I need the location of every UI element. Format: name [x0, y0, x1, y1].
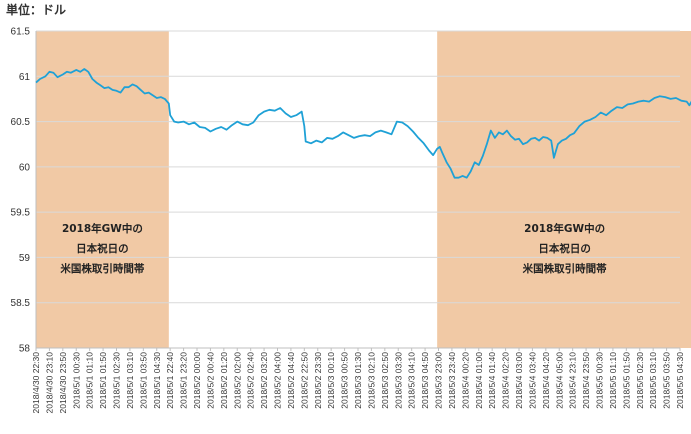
shaded-bands	[36, 31, 691, 348]
x-tick-label: 2018/5/1 04:30	[152, 352, 162, 409]
x-tick-label: 2018/5/3 04:50	[420, 352, 430, 409]
band-annotation-line: 日本祝日の	[538, 242, 591, 255]
x-tick-label: 2018/5/1 23:20	[179, 352, 189, 409]
x-tick-label: 2018/5/5 01:50	[621, 352, 631, 409]
x-tick-label: 2018/5/3 02:10	[366, 352, 376, 409]
x-tick-label: 2018/5/1 00:30	[71, 352, 81, 409]
x-tick-label: 2018/5/2 01:20	[219, 352, 229, 409]
x-tick-label: 2018/4/30 22:30	[31, 352, 41, 414]
x-tick-label: 2018/5/3 00:10	[326, 352, 336, 409]
y-tick-label: 59.5	[11, 208, 31, 219]
x-tick-label: 2018/5/1 03:50	[138, 352, 148, 409]
x-tick-label: 2018/5/3 23:40	[447, 352, 457, 409]
x-tick-label: 2018/5/1 22:40	[165, 352, 175, 409]
y-tick-label: 58	[19, 344, 31, 355]
band-annotation-line: 米国株取引時間帯	[522, 262, 607, 275]
x-tick-label: 2018/5/4 23:50	[581, 352, 591, 409]
x-tick-label: 2018/5/4 00:20	[460, 352, 470, 409]
x-tick-label: 2018/5/3 03:30	[393, 352, 403, 409]
series	[35, 68, 691, 179]
x-tick-label: 2018/5/3 00:50	[340, 352, 350, 409]
band-annotation-line: 日本祝日の	[76, 242, 129, 255]
y-tick-label: 61.5	[11, 27, 31, 38]
x-tick-label: 2018/5/4 04:20	[541, 352, 551, 409]
x-tick-label: 2018/5/4 03:00	[514, 352, 524, 409]
y-axis-ticks: 58 58.5 59 59.5 60 60.5 61 61.5	[11, 27, 31, 355]
x-tick-label: 2018/5/2 03:20	[259, 352, 269, 409]
x-tick-label: 2018/5/2 04:00	[273, 352, 283, 409]
x-tick-label: 2018/5/1 03:10	[125, 352, 135, 409]
x-tick-label: 2018/5/4 01:00	[474, 352, 484, 409]
y-tick-label: 59	[19, 253, 31, 264]
y-tick-label: 60	[19, 162, 31, 173]
axes	[35, 31, 681, 351]
x-tick-label: 2018/5/2 23:30	[313, 352, 323, 409]
x-tick-label: 2018/5/1 02:30	[112, 352, 122, 409]
shaded-band-1	[437, 31, 691, 348]
x-tick-label: 2018/5/2 02:00	[232, 352, 242, 409]
x-tick-label: 2018/5/2 04:40	[286, 352, 296, 409]
x-tick-label: 2018/4/30 23:10	[44, 352, 54, 414]
y-tick-label: 61	[19, 72, 31, 83]
y-tick-label: 60.5	[11, 117, 31, 128]
x-tick-label: 2018/5/5 03:50	[662, 352, 672, 409]
band-annotation-line: 2018年GW中の	[524, 222, 605, 235]
x-tick-label: 2018/5/2 02:40	[246, 352, 256, 409]
x-tick-label: 2018/4/30 23:50	[58, 352, 68, 414]
x-tick-label: 2018/5/5 00:30	[595, 352, 605, 409]
x-tick-label: 2018/5/3 01:30	[353, 352, 363, 409]
shaded-band-0	[36, 31, 169, 348]
x-tick-label: 2018/5/4 01:40	[487, 352, 497, 409]
x-tick-label: 2018/5/3 23:00	[434, 352, 444, 409]
x-tick-label: 2018/5/3 02:50	[380, 352, 390, 409]
x-tick-label: 2018/5/3 04:10	[407, 352, 417, 409]
band-annotation-line: 2018年GW中の	[62, 222, 143, 235]
x-tick-label: 2018/5/5 04:30	[675, 352, 685, 409]
x-axis-ticks: 2018/4/30 22:30 2018/4/30 23:10 2018/4/30 …	[31, 352, 685, 414]
series-line-0	[35, 68, 691, 179]
annotations: 2018年GW中の日本祝日の米国株取引時間帯2018年GW中の日本祝日の米国株取…	[59, 222, 607, 275]
x-tick-label: 2018/5/4 03:40	[527, 352, 537, 409]
x-tick-label: 2018/5/2 00:40	[205, 352, 215, 409]
x-tick-label: 2018/5/4 02:20	[501, 352, 511, 409]
y-tick-label: 58.5	[11, 298, 31, 309]
x-tick-label: 2018/5/4 23:10	[568, 352, 578, 409]
x-tick-label: 2018/5/5 01:10	[608, 352, 618, 409]
x-tick-label: 2018/5/4 05:00	[554, 352, 564, 409]
x-tick-label: 2018/5/1 01:50	[98, 352, 108, 409]
x-tick-label: 2018/5/2 00:00	[192, 352, 202, 409]
band-annotation-line: 米国株取引時間帯	[59, 262, 144, 275]
x-tick-label: 2018/5/2 22:50	[299, 352, 309, 409]
x-tick-label: 2018/5/5 02:30	[635, 352, 645, 409]
x-tick-label: 2018/5/5 03:10	[648, 352, 658, 409]
unit-label: 単位：ドル	[6, 3, 67, 17]
x-tick-label: 2018/5/1 01:10	[85, 352, 95, 409]
